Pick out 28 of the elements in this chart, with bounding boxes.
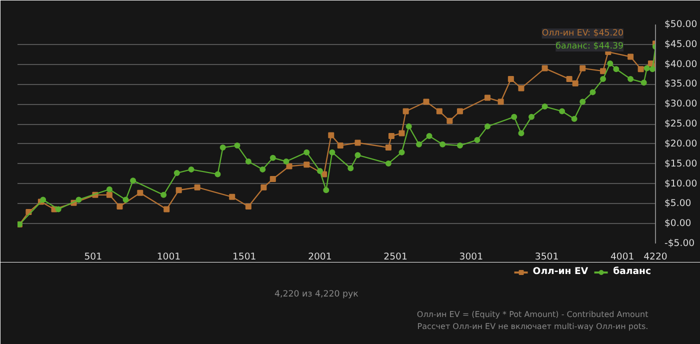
y-tick-label: $40.00 xyxy=(664,58,698,70)
x-tick-label: 4001 xyxy=(610,252,634,262)
y-tick-label: $45.00 xyxy=(664,38,698,50)
x-tick-label: 3001 xyxy=(459,252,484,262)
y-tick-label: -$5.00 xyxy=(664,238,695,249)
x-tick-label: 4220 xyxy=(644,252,668,262)
x-tick-label: 3501 xyxy=(534,252,559,262)
y-tick-label: $25.00 xyxy=(664,118,698,130)
x-tick-label: 1501 xyxy=(232,252,256,262)
y-tick-label: $35.00 xyxy=(664,78,698,90)
y-tick-label: $0.00 xyxy=(664,218,692,230)
y-tick-label: $20.00 xyxy=(664,138,698,150)
x-tick-label: 1001 xyxy=(156,252,181,262)
text: 4,220 из 4,220 рук xyxy=(274,290,358,300)
y-tick-label: $15.00 xyxy=(664,158,698,170)
annotation: баланс: $44.39 xyxy=(556,42,624,52)
legend-label: баланс xyxy=(613,266,651,277)
y-tick-label: $10.00 xyxy=(664,178,698,190)
text: Олл-ин EV = (Equity * Pot Amount) - Contributed Amount xyxy=(416,310,648,319)
y-tick-label: $30.00 xyxy=(664,98,698,110)
x-tick-label: 2001 xyxy=(308,252,332,262)
x-tick-label: 501 xyxy=(84,252,102,262)
annotation: Олл-ин EV: $45.20 xyxy=(542,28,624,38)
x-tick-label: 2501 xyxy=(384,252,408,262)
y-tick-label: $50.00 xyxy=(664,19,698,30)
legend-label: Олл-ин EV xyxy=(532,266,588,277)
y-tick-label: $5.00 xyxy=(664,198,692,210)
text: Рассчет Олл-ин EV не включает multi-way Олл-ин pots. xyxy=(417,322,648,331)
